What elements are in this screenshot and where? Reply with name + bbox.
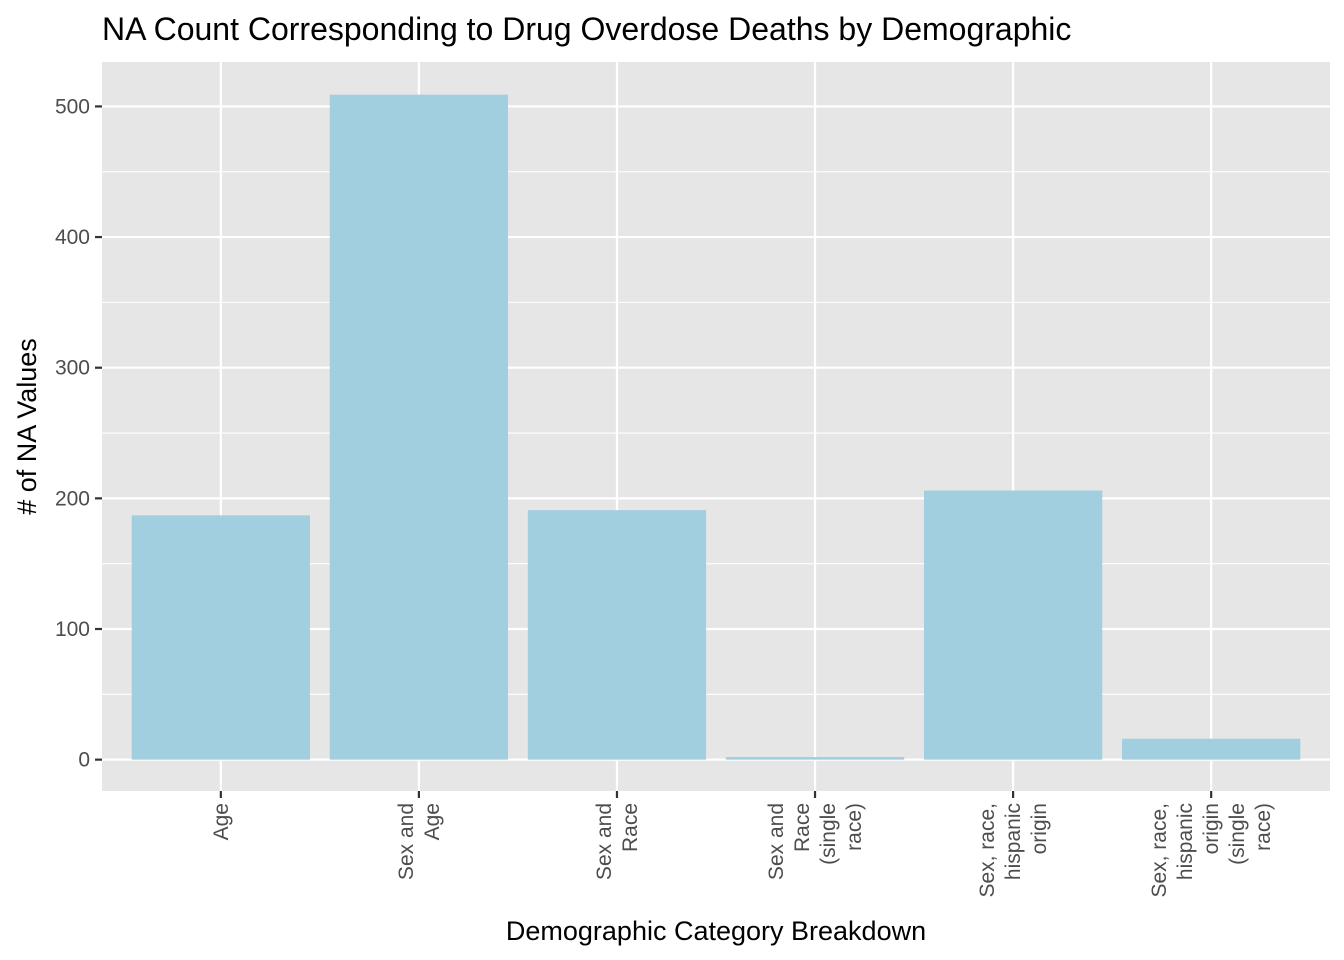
x-tick-label: Race — [791, 803, 814, 852]
y-tick-label: 500 — [55, 95, 90, 118]
x-axis: Age Sex and Age Sex and Race Sex and Race (sing… — [210, 791, 1275, 898]
x-tick-label: hispanic — [1174, 803, 1197, 880]
bar — [131, 515, 310, 760]
y-tick-label: 0 — [78, 749, 90, 772]
x-axis-label: Demographic Category Breakdown — [506, 916, 926, 946]
x-tick-label: race) — [1252, 803, 1275, 851]
x-tick-label: Age — [421, 803, 444, 840]
bar — [329, 94, 509, 760]
x-tick-label: Age — [210, 803, 233, 840]
x-tick-label: Race — [619, 803, 642, 852]
x-tick-label: Sex and — [395, 803, 418, 880]
y-tick-label: 400 — [55, 226, 90, 249]
x-tick-label: (single — [1226, 803, 1249, 865]
y-axis-label: # of NA Values — [12, 338, 42, 515]
x-tick-label: (single — [817, 803, 840, 865]
y-tick-label: 200 — [55, 487, 90, 510]
x-tick-label: Sex, race, — [976, 803, 999, 898]
x-tick-label: Sex and — [593, 803, 616, 880]
bar — [923, 490, 1103, 760]
bars — [131, 94, 1301, 760]
x-tick-label: origin — [1200, 803, 1223, 854]
bar — [1122, 738, 1301, 760]
y-tick-label: 300 — [55, 357, 90, 380]
x-tick-label: hispanic — [1002, 803, 1025, 880]
bar — [527, 510, 707, 760]
bar — [725, 757, 905, 760]
chart-title: NA Count Corresponding to Drug Overdose … — [102, 11, 1071, 47]
x-tick-label: Sex, race, — [1148, 803, 1171, 898]
x-tick-label: race) — [843, 803, 866, 851]
y-axis: 0 100 200 300 400 500 — [55, 95, 102, 772]
x-tick-label: origin — [1028, 803, 1051, 854]
y-tick-label: 100 — [55, 618, 90, 641]
x-tick-label: Sex and — [765, 803, 788, 880]
